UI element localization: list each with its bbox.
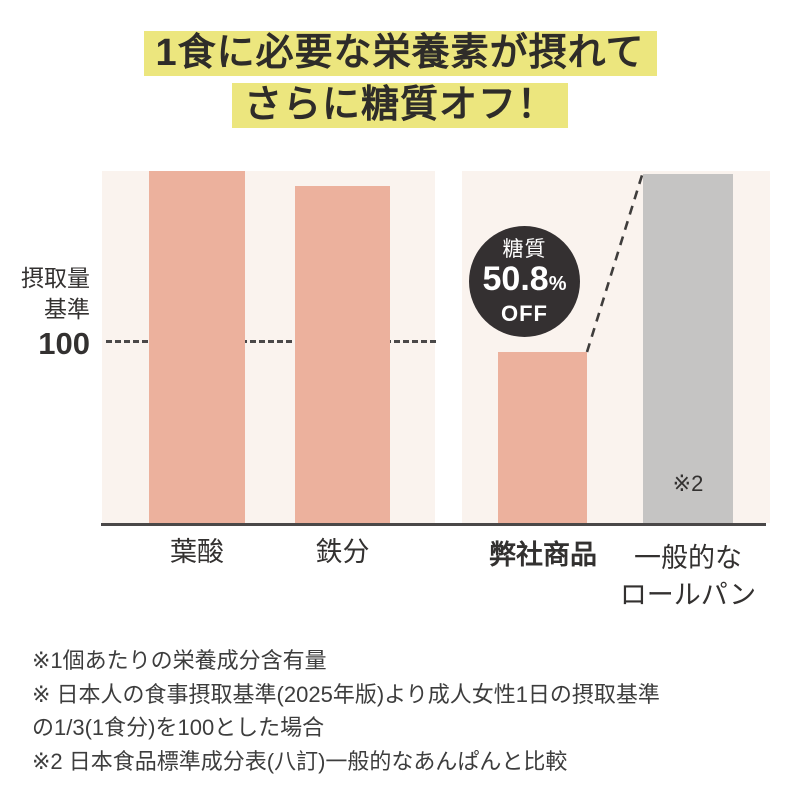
- badge-value: 50.8: [482, 260, 549, 298]
- badge-suffix: OFF: [501, 301, 548, 326]
- bar-folic-acid: [149, 171, 245, 523]
- x-label-iron: 鉄分: [315, 537, 370, 567]
- comparison-dashed-connector: [585, 171, 645, 353]
- x-label-roll-bread: 一般的な ロールパン: [613, 540, 763, 614]
- footnotes: ※1個あたりの栄養成分含有量 ※ 日本人の食事摂取基準(2025年版)より成人女…: [32, 644, 782, 778]
- title-line-2: さらに糖質オフ！: [231, 83, 568, 128]
- y-axis-label-line-1: 摂取量: [21, 265, 90, 291]
- y-axis-baseline-value: 100: [38, 326, 90, 361]
- x-label-folic-acid: 葉酸: [170, 537, 224, 567]
- title-line-1: 1食に必要な栄養素が摂れて: [143, 31, 657, 76]
- footnote-line-3: の1/3(1食分)を100とした場合: [32, 715, 325, 740]
- badge-percent-sign: %: [548, 273, 567, 295]
- y-axis-label-line-2: 基準: [44, 296, 90, 322]
- y-axis-label: 摂取量 基準 100: [0, 263, 90, 363]
- bar-our-product: [498, 352, 587, 523]
- bar-iron: [295, 186, 390, 523]
- footnote-line-2: ※ 日本人の食事摂取基準(2025年版)より成人女性1日の摂取基準: [32, 681, 660, 707]
- title: 1食に必要な栄養素が摂れて さらに糖質オフ！: [0, 31, 800, 128]
- roll-bread-footnote-marker: ※2: [672, 471, 704, 496]
- footnote-line-4: ※2 日本食品標準成分表(八訂)一般的なあんぱんと比較: [32, 748, 568, 774]
- x-label-roll-bread-line-2: ロールパン: [619, 580, 757, 610]
- sugar-off-badge: 糖質 50.8% OFF: [469, 226, 580, 337]
- x-label-roll-bread-line-1: 一般的な: [634, 543, 742, 573]
- baseline-dashed-line: [106, 340, 436, 343]
- badge-value-row: 50.8%: [483, 262, 567, 302]
- x-axis-line: [101, 523, 766, 526]
- x-label-our-product: 弊社商品: [489, 540, 597, 570]
- footnote-line-1: ※1個あたりの栄養成分含有量: [32, 648, 327, 673]
- badge-label: 糖質: [502, 238, 547, 261]
- bar-roll-bread: ※2: [643, 174, 733, 523]
